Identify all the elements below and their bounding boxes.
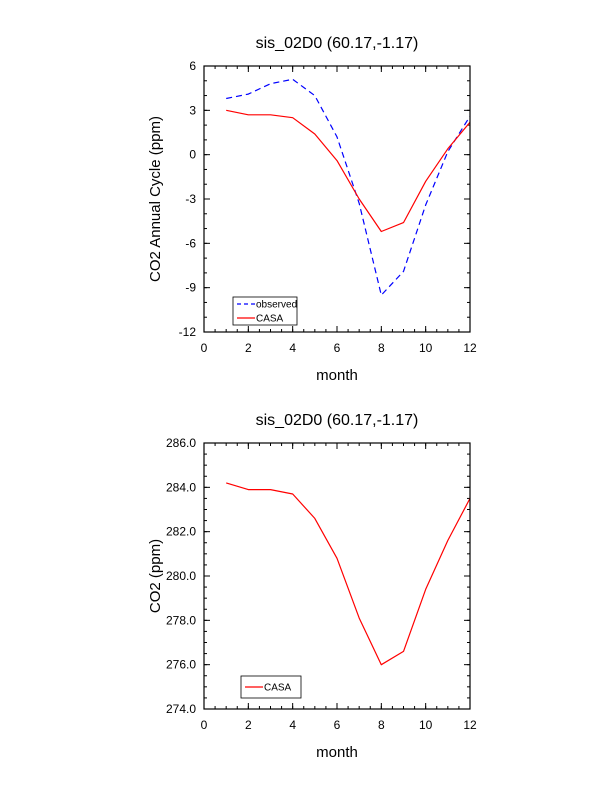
chart-panel-2: sis_02D0 (60.17,-1.17) month CO2 (ppm) 0 2 4 6… bbox=[147, 412, 477, 761]
x-tick-label: 2 bbox=[245, 718, 252, 732]
x-tick-label: 6 bbox=[334, 718, 341, 732]
series-line-casa bbox=[226, 482, 471, 666]
y-tick-label: 278.0 bbox=[166, 613, 196, 627]
legend: observed CASA bbox=[232, 296, 298, 326]
y-tick-label: 284.0 bbox=[166, 480, 196, 494]
x-tick-label: 0 bbox=[201, 341, 208, 355]
y-tick-label: 6 bbox=[189, 59, 196, 73]
legend-box bbox=[240, 675, 302, 699]
y-tick-label: -12 bbox=[179, 325, 197, 339]
y-tick-label: -3 bbox=[185, 192, 196, 206]
x-tick-label: 4 bbox=[289, 718, 296, 732]
series-line-observed bbox=[226, 78, 471, 296]
legend-box bbox=[232, 296, 298, 326]
y-tick-label: 280.0 bbox=[166, 569, 196, 583]
x-tick-label: 10 bbox=[419, 341, 433, 355]
legend-label-casa: CASA bbox=[264, 683, 292, 694]
y-tick-label: -6 bbox=[185, 236, 196, 250]
x-tick-label: 12 bbox=[463, 341, 477, 355]
y-axis-label: CO2 Annual Cycle (ppm) bbox=[147, 116, 164, 282]
y-tick-label: 3 bbox=[189, 103, 196, 117]
y-tick-label: 282.0 bbox=[166, 525, 196, 539]
legend-label-casa: CASA bbox=[256, 314, 284, 325]
chart-title: sis_02D0 (60.17,-1.17) bbox=[256, 412, 419, 429]
y-tick-label: 274.0 bbox=[166, 702, 196, 716]
chart-panel-1: sis_02D0 (60.17,-1.17) month CO2 Annual Cy… bbox=[147, 35, 477, 384]
y-axis-label: CO2 (ppm) bbox=[147, 539, 164, 613]
x-tick-label: 12 bbox=[463, 718, 477, 732]
y-tick-label: 276.0 bbox=[166, 658, 196, 672]
plot-frame bbox=[203, 65, 471, 333]
y-tick-label: 286.0 bbox=[166, 436, 196, 450]
x-tick-label: 8 bbox=[378, 341, 385, 355]
x-tick-label: 6 bbox=[334, 341, 341, 355]
x-tick-label: 2 bbox=[245, 341, 252, 355]
x-tick-label: 0 bbox=[201, 718, 208, 732]
chart-title: sis_02D0 (60.17,-1.17) bbox=[256, 35, 419, 52]
x-tick-label: 8 bbox=[378, 718, 385, 732]
x-tick-label: 10 bbox=[419, 718, 433, 732]
plot-frame bbox=[203, 442, 471, 710]
legend: CASA bbox=[240, 675, 302, 699]
x-axis-label: month bbox=[316, 367, 358, 384]
series-line-casa bbox=[226, 109, 471, 233]
y-tick-label: -9 bbox=[185, 281, 196, 295]
y-tick-label: 0 bbox=[189, 148, 196, 162]
x-tick-label: 4 bbox=[289, 341, 296, 355]
x-axis-label: month bbox=[316, 744, 358, 761]
legend-label-observed: observed bbox=[256, 300, 297, 311]
